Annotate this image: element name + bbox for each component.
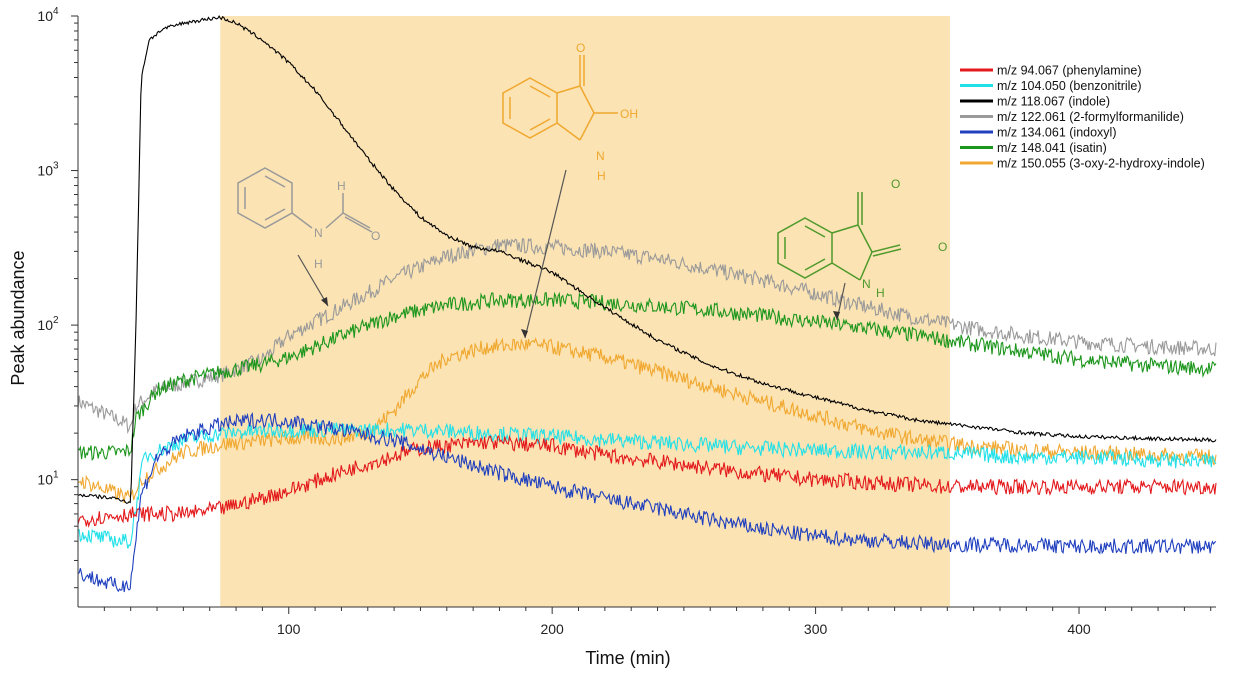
series-line	[77, 14, 1217, 504]
y-tick-label: 103	[37, 161, 59, 179]
x-tick-label: 300	[804, 621, 828, 637]
structure-formylformanilide-arrow	[297, 254, 329, 307]
series-layer	[77, 14, 1217, 593]
structure-oxy-hydroxy-indole	[502, 55, 618, 141]
structure-oxy-hydroxy-indole-o: O	[576, 41, 585, 55]
structure-isatin	[777, 192, 902, 281]
legend-label: m/z 148.041 (isatin)	[997, 141, 1107, 155]
series-line	[77, 337, 1217, 504]
structure-isatin-h: H	[876, 286, 885, 300]
series-line	[77, 291, 1217, 462]
structure-oxy-hydroxy-indole-oh: OH	[620, 107, 638, 121]
x-tick-label: 400	[1067, 621, 1091, 637]
legend: m/z 94.067 (phenylamine)m/z 104.050 (ben…	[960, 64, 1205, 171]
x-tick-labels: 100 200 300 400	[277, 621, 1091, 637]
structure-isatin-o-top: O	[891, 177, 900, 191]
series-line	[77, 434, 1217, 528]
structure-oxy-hydroxy-indole-n: N	[596, 149, 605, 163]
structure-isatin-arrowhead	[833, 311, 840, 320]
structure-oxy-hydroxy-indole-h: H	[597, 169, 606, 183]
series-line	[77, 421, 1217, 549]
structure-formylformanilide	[237, 167, 373, 233]
structure-formylformanilide-arrowhead	[321, 297, 328, 306]
axis-ticks	[71, 15, 1212, 614]
x-axis-title: Time (min)	[585, 648, 670, 668]
y-tick-labels: 101 102 103 104	[37, 6, 59, 488]
x-tick-label: 100	[277, 621, 301, 637]
structure-oxy-hydroxy-indole-arrowhead	[521, 329, 528, 338]
structure-formylformanilide-nh-h: H	[314, 257, 323, 271]
structure-oxy-hydroxy-indole-arrow	[524, 169, 567, 339]
legend-label: m/z 104.050 (benzonitrile)	[997, 79, 1142, 93]
legend-label: m/z 118.067 (indole)	[997, 95, 1110, 109]
structure-formylformanilide-nh: N	[314, 226, 323, 240]
y-tick-label: 101	[37, 470, 59, 488]
series-line	[77, 237, 1217, 435]
structure-formylformanilide-o: O	[371, 229, 380, 243]
legend-label: m/z 134.061 (indoxyl)	[997, 126, 1117, 140]
legend-label: m/z 150.055 (3-oxy-2-hydroxy-indole)	[997, 157, 1205, 171]
structure-isatin-o-right: O	[938, 240, 947, 254]
shaded-region	[220, 16, 950, 607]
y-axis-title: Peak abundance	[8, 250, 28, 385]
legend-label: m/z 122.061 (2-formylformanilide)	[997, 110, 1184, 124]
y-tick-label: 102	[37, 315, 59, 333]
y-tick-label: 104	[37, 6, 59, 24]
legend-label: m/z 94.067 (phenylamine)	[997, 64, 1142, 78]
structure-isatin-n: N	[862, 277, 871, 291]
x-tick-label: 200	[540, 621, 564, 637]
series-line	[77, 412, 1217, 593]
structure-formylformanilide-h: H	[337, 179, 346, 193]
